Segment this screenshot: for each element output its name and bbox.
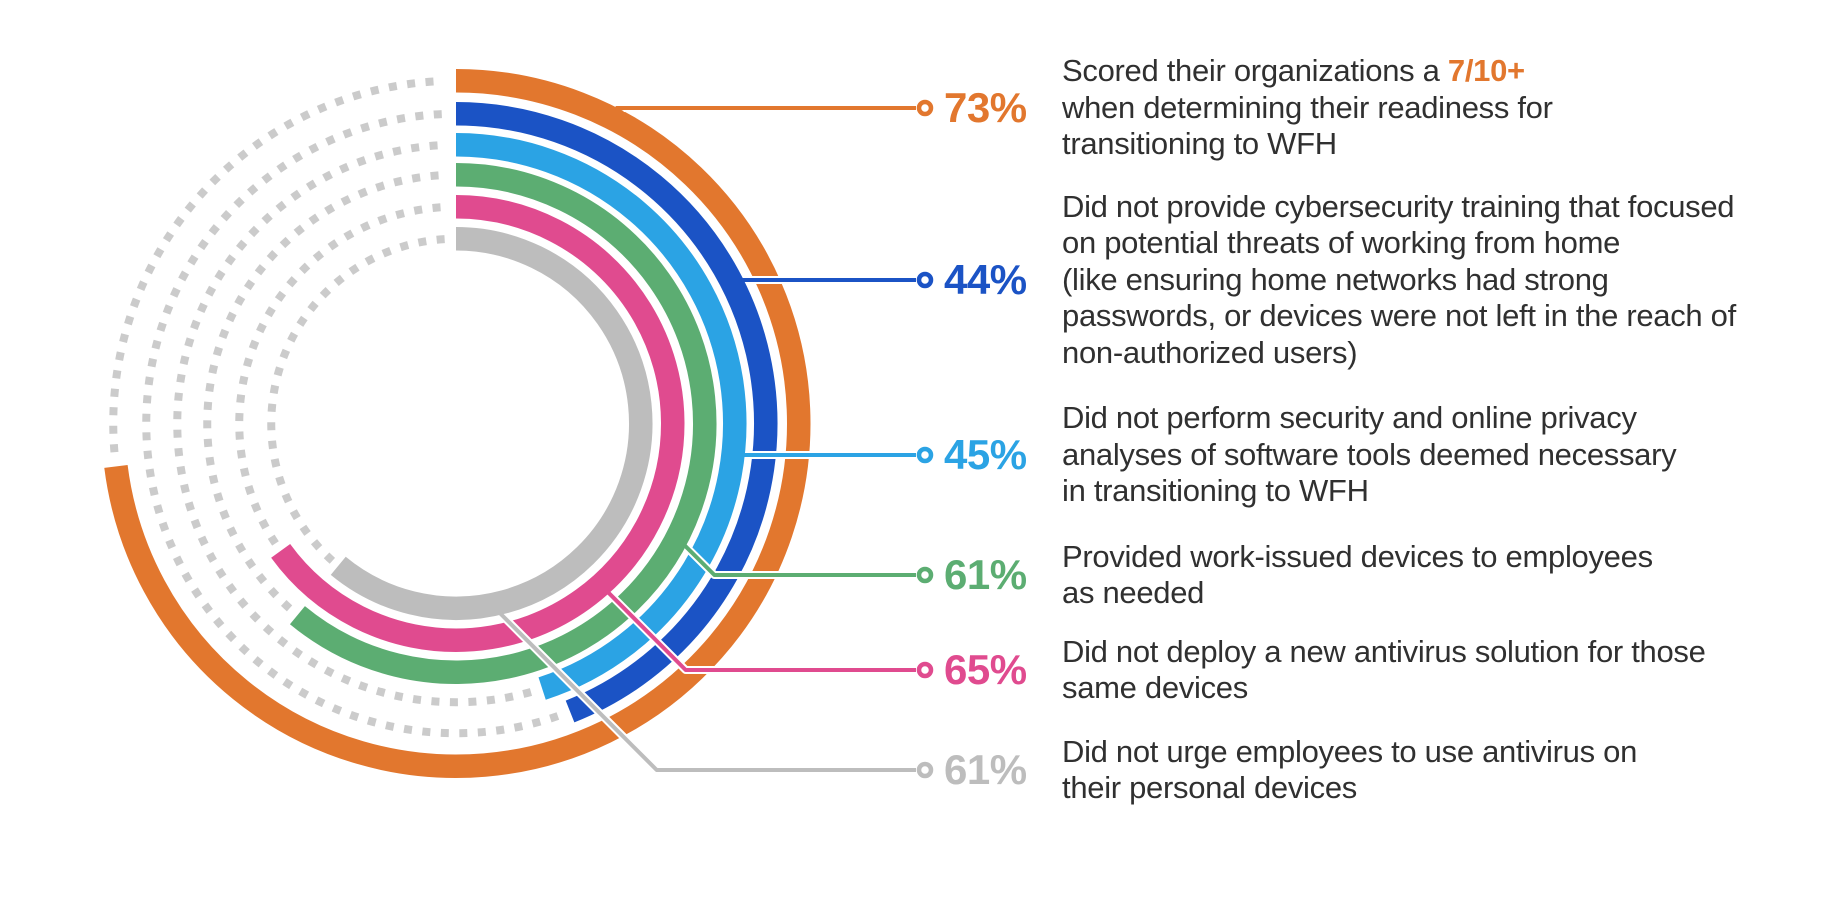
ring-arc-no-personal-antivirus-urging	[330, 227, 653, 620]
stat-description: Scored their organizations a 7/10+ when d…	[1062, 53, 1553, 163]
connector-no-new-antivirus	[606, 590, 916, 672]
ring-track-no-privacy-analyses	[173, 140, 533, 707]
stat-description-line: Did not perform security and online priv…	[1062, 400, 1637, 436]
stat-percent: 73%	[944, 84, 1027, 131]
stat-description: Did not provide cybersecurity training t…	[1062, 189, 1736, 372]
stat-description-line: passwords, or devices were not left in t…	[1062, 298, 1736, 334]
connector-work-issued-devices	[682, 543, 916, 577]
stat-description-line: Did not urge employees to use antivirus …	[1062, 733, 1638, 769]
ring-track-work-issued-devices	[203, 170, 446, 612]
stat-description-line: transitioning to WFH	[1062, 126, 1337, 162]
stat-description-line: same devices	[1062, 670, 1248, 705]
stat-description-text: Scored their organizations a	[1062, 53, 1448, 89]
stat-description-line: Scored their organizations a 7/10+	[1062, 53, 1553, 90]
stat-percent: 65%	[944, 646, 1027, 693]
ring-arc-readiness-score	[104, 69, 811, 778]
stat-description-line: Provided work-issued devices to employee…	[1062, 538, 1653, 574]
stat-description: Did not perform security and online priv…	[1062, 400, 1677, 510]
ring-track-no-new-antivirus	[235, 202, 448, 546]
connector-endpoint-icon	[916, 661, 934, 679]
accent-value: 7/10+	[1447, 53, 1525, 89]
stat-description-line: Did not deploy a new antivirus solution …	[1062, 633, 1706, 669]
ring-track-no-cybersecurity-training	[142, 110, 560, 738]
ring-arc-work-issued-devices	[289, 163, 717, 684]
connector-endpoint-icon	[916, 271, 934, 289]
connector-no-personal-antivirus-urging	[498, 611, 916, 772]
stat-description-line: their personal devices	[1062, 770, 1357, 805]
stat-percent: 61%	[944, 551, 1027, 598]
stat-description-line: in transitioning to WFH	[1062, 473, 1369, 509]
stat-description: Did not deploy a new antivirus solution …	[1062, 634, 1706, 707]
stat-description-line: on potential threats of working from hom…	[1062, 225, 1621, 261]
stat-description-line: Did not provide cybersecurity training t…	[1062, 188, 1735, 224]
stat-percent: 44%	[944, 256, 1027, 303]
stat-description-line: when determining their readiness for	[1062, 89, 1553, 125]
stat-percent: 61%	[944, 746, 1027, 793]
connector-endpoint-icon	[916, 99, 934, 117]
ring-track-no-personal-antivirus-urging	[267, 234, 449, 564]
ring-track-readiness-score	[109, 77, 442, 453]
ring-arc-no-cybersecurity-training	[455, 102, 778, 723]
stat-description-line: as needed	[1062, 575, 1205, 610]
stat-description-line: (like ensuring home networks had strong	[1062, 261, 1609, 297]
connector-endpoint-icon	[916, 446, 934, 464]
stat-description: Did not urge employees to use antivirus …	[1062, 734, 1637, 807]
stat-description-line: analyses of software tools deemed necess…	[1062, 436, 1677, 472]
ring-arc-no-new-antivirus	[271, 195, 685, 652]
connector-endpoint-icon	[916, 566, 934, 584]
stat-description-line: non-authorized users)	[1062, 334, 1358, 370]
stat-description: Provided work-issued devices to employee…	[1062, 539, 1653, 612]
connector-endpoint-icon	[916, 761, 934, 779]
stat-percent: 45%	[944, 431, 1027, 478]
